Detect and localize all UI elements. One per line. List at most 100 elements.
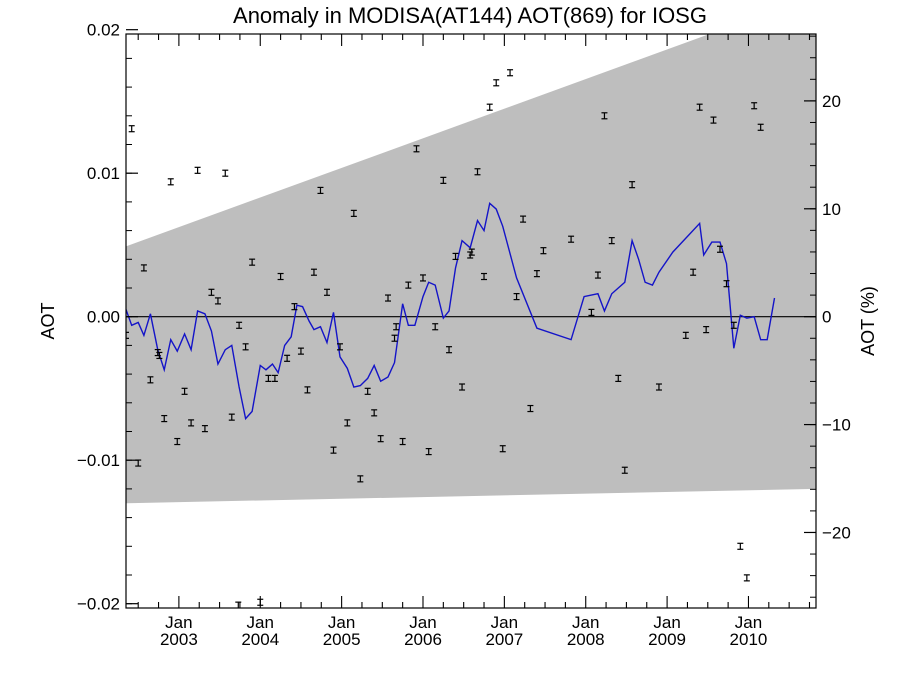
data-point [371,409,378,417]
y2-tick-label: −10 [822,416,851,435]
data-point [440,176,447,184]
data-point [703,326,710,334]
data-point [385,294,392,302]
data-point [716,245,723,253]
data-point [201,425,208,433]
data-point [710,116,717,124]
data-point [249,258,256,266]
data-point [751,102,758,110]
data-point [432,323,439,331]
data-point [391,334,398,342]
data-point [757,123,764,131]
data-point [568,235,575,243]
data-point [161,414,168,423]
data-point [344,419,351,427]
data-point [540,247,547,255]
data-point [350,209,357,217]
x-tick-month-label: Jan [491,613,518,632]
y-tick-label: 0.01 [87,164,120,183]
plot-frame [125,33,817,609]
data-point [513,293,520,301]
data-point [419,274,426,282]
data-point [167,178,174,186]
data-point [682,331,689,339]
x-tick-month-label: Jan [409,613,436,632]
data-point [737,542,744,550]
data-point [696,103,703,111]
y-axis-title: AOT [38,302,58,339]
data-point [304,386,311,394]
data-point [156,351,163,360]
data-point [520,215,527,223]
data-point [405,281,412,289]
data-point [236,321,243,329]
data-point [474,168,481,176]
data-point [377,435,384,443]
axes: 0.020.010.00−0.01−0.0220100−10−20Jan2003… [77,21,851,649]
data-point [533,270,540,278]
data-point [446,346,453,354]
x-tick-year-label: 2006 [404,630,442,649]
data-point [594,271,601,279]
data-point [222,169,229,177]
data-point [317,186,324,195]
data-point [140,264,147,272]
y2-axis-title: AOT (%) [858,286,878,356]
x-tick-month-label: Jan [165,613,192,632]
data-point [357,475,364,483]
data-point [601,112,608,120]
x-tick-year-label: 2008 [567,630,605,649]
data-point [655,383,662,391]
data-point [615,374,622,382]
data-point [527,404,534,413]
data-point [336,343,343,351]
data-point [507,69,514,77]
data-point [271,374,278,382]
data-point [621,466,628,474]
data-point [608,237,615,245]
x-tick-month-label: Jan [247,613,274,632]
data-point [297,347,304,355]
data-point [413,145,420,153]
y2-tick-label: 20 [822,92,841,111]
x-tick-month-label: Jan [572,613,599,632]
data-point [723,280,730,288]
data-point [399,437,406,446]
data-point [174,437,181,446]
x-tick-month-label: Jan [653,613,680,632]
data-point [126,331,129,339]
x-tick-year-label: 2010 [730,630,768,649]
data-point [425,447,432,456]
y-tick-label: −0.02 [77,595,120,614]
data-point [499,445,506,453]
data-point [194,166,201,174]
x-tick-month-label: Jan [735,613,762,632]
data-point [330,446,337,454]
data-points [126,69,764,608]
x-tick-year-label: 2003 [160,630,198,649]
data-point [393,323,400,331]
y2-tick-label: 10 [822,200,841,219]
smoothed-anomaly-line [126,202,776,421]
chart-title: Anomaly in MODISA(AT144) AOT(869) for IO… [233,3,707,28]
x-tick-year-label: 2005 [323,630,361,649]
data-point [181,387,188,395]
x-tick-month-label: Jan [328,613,355,632]
y-tick-label: 0.00 [87,308,120,327]
data-point [242,343,249,351]
data-point [588,308,595,316]
y-tick-label: −0.01 [77,451,120,470]
data-point [452,252,459,261]
data-point [310,268,317,276]
data-point [743,574,750,582]
y2-tick-label: −20 [822,523,851,542]
data-point [459,383,466,391]
y-tick-label: 0.02 [87,21,120,40]
data-point [690,268,697,276]
data-point [323,288,330,296]
data-point [228,413,235,421]
data-point [493,79,500,87]
data-point [629,181,636,189]
data-point [481,272,488,281]
